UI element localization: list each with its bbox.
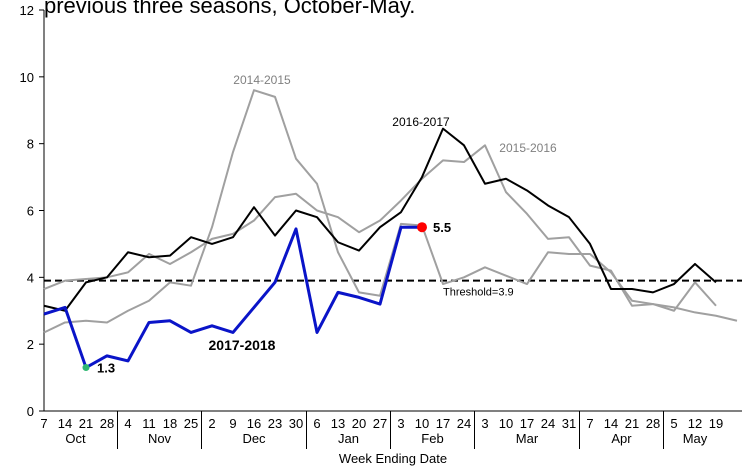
x-tick-label: 7 bbox=[40, 416, 47, 431]
month-label: Jan bbox=[338, 431, 359, 446]
x-tick-label: 20 bbox=[352, 416, 366, 431]
y-tick-label: 2 bbox=[27, 337, 34, 352]
x-tick-label: 24 bbox=[541, 416, 555, 431]
x-tick-label: 28 bbox=[100, 416, 114, 431]
x-tick-label: 12 bbox=[688, 416, 702, 431]
x-axis-label: Week Ending Date bbox=[339, 451, 447, 466]
x-tick-label: 3 bbox=[397, 416, 404, 431]
x-tick-label: 11 bbox=[142, 416, 156, 431]
value-label: 1.3 bbox=[97, 361, 115, 376]
month-label: May bbox=[683, 431, 708, 446]
x-tick-label: 30 bbox=[289, 416, 303, 431]
x-tick-label: 19 bbox=[709, 416, 723, 431]
x-tick-label: 14 bbox=[58, 416, 72, 431]
x-tick-label: 21 bbox=[79, 416, 93, 431]
x-tick-label: 24 bbox=[457, 416, 471, 431]
x-tick-label: 28 bbox=[646, 416, 660, 431]
month-label: Dec bbox=[242, 431, 266, 446]
series-line bbox=[43, 127, 717, 312]
y-tick-label: 0 bbox=[27, 404, 34, 419]
y-tick-label: 8 bbox=[27, 137, 34, 152]
x-tick-label: 5 bbox=[670, 416, 677, 431]
series-line bbox=[43, 225, 422, 370]
x-tick-label: 21 bbox=[625, 416, 639, 431]
x-tick-label: 23 bbox=[268, 416, 282, 431]
month-label: Apr bbox=[611, 431, 632, 446]
x-tick-label: 13 bbox=[331, 416, 345, 431]
x-tick-label: 3 bbox=[481, 416, 488, 431]
x-tick-label: 25 bbox=[184, 416, 198, 431]
series-label: 2015-2016 bbox=[499, 141, 557, 155]
month-label: Oct bbox=[65, 431, 86, 446]
y-tick-label: 12 bbox=[20, 3, 34, 18]
month-label: Mar bbox=[516, 431, 539, 446]
x-tick-label: 2 bbox=[208, 416, 215, 431]
threshold-label: Threshold=3.9 bbox=[443, 287, 514, 299]
x-tick-label: 9 bbox=[229, 416, 236, 431]
x-tick-label: 14 bbox=[604, 416, 618, 431]
month-label: Feb bbox=[421, 431, 443, 446]
series-label: 2017-2018 bbox=[209, 337, 276, 353]
x-tick-label: 10 bbox=[499, 416, 513, 431]
x-tick-label: 6 bbox=[313, 416, 320, 431]
x-tick-label: 16 bbox=[247, 416, 261, 431]
point-marker bbox=[417, 222, 427, 233]
point-marker bbox=[82, 364, 90, 372]
x-tick-label: 17 bbox=[520, 416, 534, 431]
value-label: 5.5 bbox=[433, 220, 451, 235]
y-tick-label: 4 bbox=[27, 270, 34, 285]
series-label: 2016-2017 bbox=[392, 115, 450, 129]
y-tick-label: 6 bbox=[27, 204, 34, 219]
x-tick-label: 18 bbox=[163, 416, 177, 431]
x-tick-label: 27 bbox=[373, 416, 387, 431]
chart-title: previous three seasons, October-May. bbox=[44, 0, 415, 18]
x-tick-label: 7 bbox=[586, 416, 593, 431]
x-tick-label: 31 bbox=[562, 416, 576, 431]
x-tick-label: 17 bbox=[436, 416, 450, 431]
x-tick-label: 4 bbox=[124, 416, 131, 431]
series-label: 2014-2015 bbox=[233, 73, 291, 87]
x-tick-label: 10 bbox=[415, 416, 429, 431]
y-tick-label: 10 bbox=[20, 70, 34, 85]
month-label: Nov bbox=[148, 431, 172, 446]
